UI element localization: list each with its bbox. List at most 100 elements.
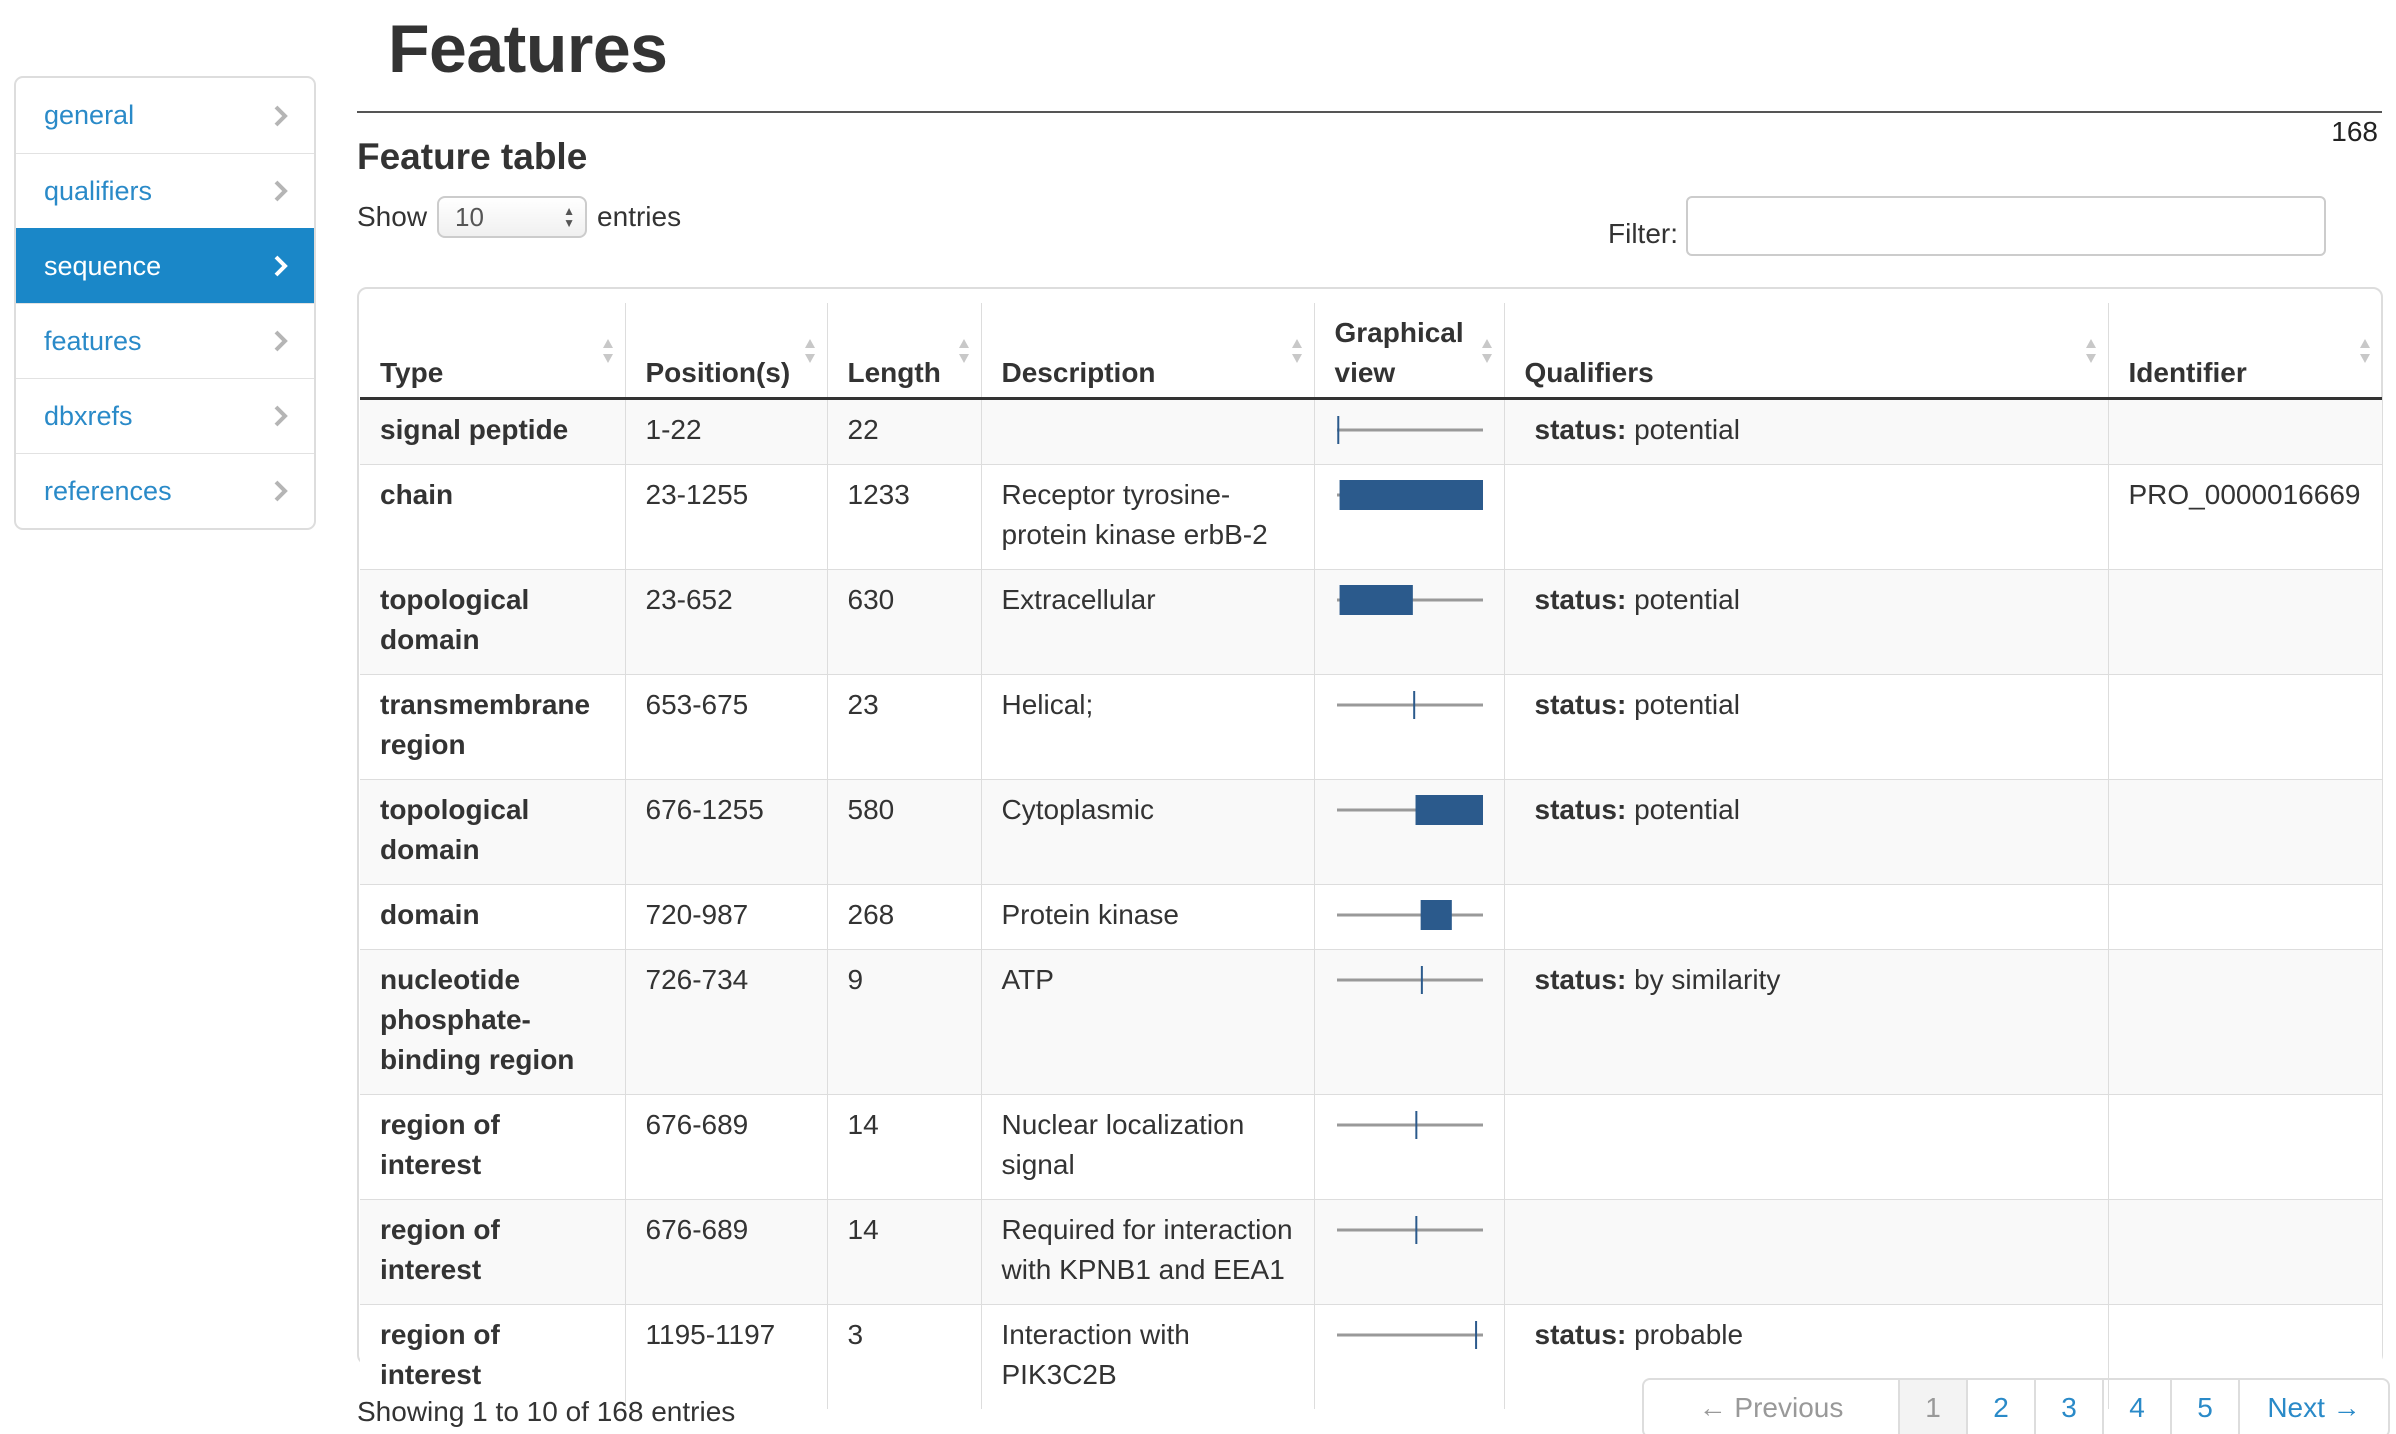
page-4-button[interactable]: 4	[2102, 1380, 2170, 1434]
cell-type: signal peptide	[360, 397, 625, 464]
table-row[interactable]: transmembrane region 653-675 23 Helical; sta…	[360, 673, 2382, 779]
feature-count: 168	[2331, 116, 2378, 147]
sidebar-item-references[interactable]: references	[16, 453, 314, 528]
cell-graphical-view	[1313, 463, 1504, 569]
cell-type: chain	[360, 463, 625, 569]
previous-button[interactable]: ← Previous	[1698, 1392, 1844, 1423]
table-row[interactable]: region of interest 676-689 14 Required for …	[360, 1198, 2382, 1304]
cell-length: 630	[826, 568, 981, 674]
table-row[interactable]: region of interest 1195-1197 3 Interaction …	[360, 1303, 2382, 1409]
cell-type: nucleotide phosphate-binding region	[360, 948, 625, 1094]
cell-type: region of interest	[360, 1198, 625, 1304]
qualifier-key: status:	[1534, 413, 1627, 445]
feature-bar	[1339, 479, 1483, 510]
select-arrows-icon: ▲ ▼	[563, 204, 576, 230]
qualifier-value: potential	[1634, 793, 1740, 825]
cell-length: 1233	[826, 463, 981, 569]
sidebar-item-qualifiers[interactable]: qualifiers	[16, 153, 314, 228]
feature-table: Type Position(s) Length Description Graphica…	[360, 303, 2382, 1409]
sidebar-item-general[interactable]: general	[16, 78, 314, 153]
table-body: signal peptide 1-22 22 status: potential cha…	[360, 397, 2382, 1409]
cell-graphical-view	[1313, 883, 1504, 949]
cell-position: 676-689	[624, 1198, 827, 1304]
cell-identifier	[2107, 1198, 2382, 1304]
cell-identifier	[2107, 1093, 2382, 1199]
qualifier-value: potential	[1634, 583, 1740, 615]
feature-bar	[1420, 899, 1452, 930]
sidebar-item-features[interactable]: features	[16, 303, 314, 378]
cell-length: 22	[826, 397, 981, 464]
cell-qualifiers: status: by similarity	[1503, 948, 2108, 1094]
cell-type: topological domain	[360, 568, 625, 674]
next-button[interactable]: Next →	[2238, 1380, 2388, 1434]
sort-icon	[803, 337, 817, 365]
chevron-right-icon	[270, 480, 292, 502]
table-header-row: Type Position(s) Length Description Graphica…	[360, 303, 2382, 400]
title-divider	[357, 111, 2382, 113]
column-header-description[interactable]: Description	[980, 303, 1314, 400]
cell-position: 676-689	[624, 1093, 827, 1199]
page-2-button[interactable]: 2	[1966, 1380, 2034, 1434]
cell-identifier	[2107, 948, 2382, 1094]
column-header-position[interactable]: Position(s)	[624, 303, 827, 400]
feature-track	[1336, 584, 1483, 615]
cell-qualifiers: status: potential	[1503, 673, 2108, 779]
sidebar-item-sequence[interactable]: sequence	[16, 228, 314, 303]
sidebar-item-label: features	[44, 325, 142, 356]
sort-icon	[957, 337, 971, 365]
cell-position: 653-675	[624, 673, 827, 779]
entries-select[interactable]: 10 ▲ ▼	[437, 196, 588, 238]
table-row[interactable]: topological domain 23-652 630 Extracellular…	[360, 568, 2382, 674]
column-header-type[interactable]: Type	[360, 303, 625, 400]
table-row[interactable]: region of interest 676-689 14 Nuclear local…	[360, 1093, 2382, 1199]
column-header-label: Identifier	[2128, 356, 2247, 388]
feature-track	[1336, 415, 1483, 444]
cell-type: domain	[360, 883, 625, 949]
table-row[interactable]: signal peptide 1-22 22 status: potential	[360, 397, 2382, 464]
cell-identifier	[2107, 883, 2382, 949]
page-5-button[interactable]: 5	[2170, 1380, 2238, 1434]
cell-description: Cytoplasmic	[980, 778, 1314, 884]
cell-graphical-view	[1313, 948, 1504, 1094]
page-3-button[interactable]: 3	[2034, 1380, 2102, 1434]
show-label: Show	[357, 201, 428, 232]
column-header-length[interactable]: Length	[826, 303, 981, 400]
column-header-label: Type	[380, 356, 444, 388]
cell-position: 1-22	[624, 397, 827, 464]
feature-track	[1336, 794, 1483, 825]
cell-length: 23	[826, 673, 981, 779]
section-title: Feature table	[357, 136, 588, 177]
cell-type: transmembrane region	[360, 673, 625, 779]
chevron-right-icon	[270, 255, 292, 277]
column-header-graphical-view[interactable]: Graphical view	[1313, 303, 1504, 400]
cell-graphical-view	[1313, 397, 1504, 464]
cell-identifier	[2107, 568, 2382, 674]
table-row[interactable]: nucleotide phosphate-binding region 726-7…	[360, 948, 2382, 1094]
column-header-label: Length	[847, 356, 941, 388]
sidebar-item-label: qualifiers	[44, 175, 153, 206]
filter-input[interactable]	[1686, 196, 2326, 256]
column-header-identifier[interactable]: Identifier	[2107, 303, 2382, 400]
table-row[interactable]: domain 720-987 268 Protein kinase	[360, 883, 2382, 949]
feature-track	[1336, 965, 1483, 994]
qualifier-value: potential	[1634, 688, 1740, 720]
feature-track	[1336, 690, 1483, 719]
sidebar-item-dbxrefs[interactable]: dbxrefs	[16, 378, 314, 453]
cell-position: 726-734	[624, 948, 827, 1094]
page-1-button[interactable]: 1	[1898, 1380, 1966, 1434]
cell-qualifiers: status: probable	[1503, 1303, 2108, 1409]
sort-icon	[2084, 337, 2098, 365]
column-header-qualifiers[interactable]: Qualifiers	[1503, 303, 2108, 400]
cell-description: Helical;	[980, 673, 1314, 779]
chevron-right-icon	[270, 330, 292, 352]
qualifier-key: status:	[1534, 1318, 1627, 1350]
cell-description	[980, 397, 1314, 464]
pagination: ← Previous 1 2 3 4 5 Next →	[1642, 1378, 2390, 1434]
qualifier-value: probable	[1634, 1318, 1744, 1350]
sidebar-item-label: dbxrefs	[44, 400, 133, 431]
table-row[interactable]: topological domain 676-1255 580 Cytoplasmic…	[360, 778, 2382, 884]
feature-table-container: Type Position(s) Length Description Graphica…	[357, 287, 2383, 1409]
qualifier-key: status:	[1534, 583, 1627, 615]
table-row[interactable]: chain 23-1255 1233 Receptor tyrosine-protei…	[360, 463, 2382, 569]
cell-identifier	[2107, 673, 2382, 779]
